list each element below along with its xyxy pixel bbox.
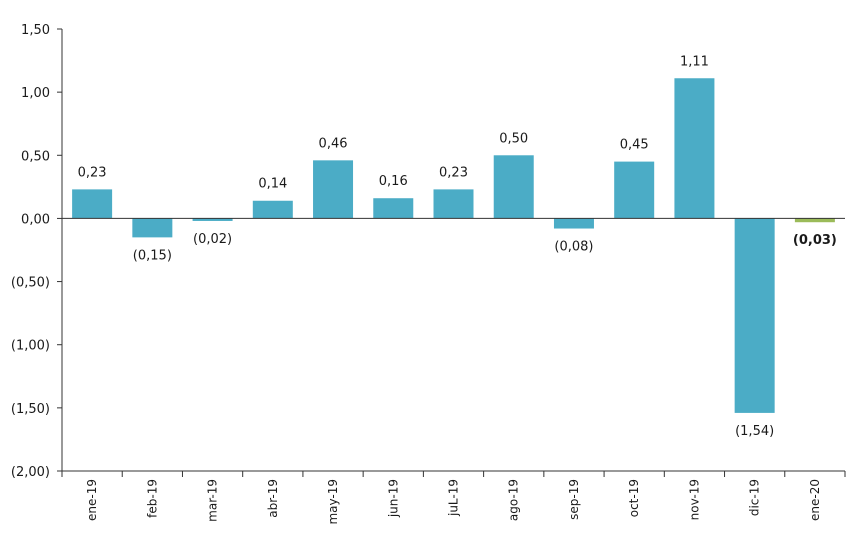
data-label: (0,03)	[793, 233, 837, 248]
data-label: 0,50	[499, 131, 528, 146]
x-axis: ene-19 feb-19 mar-19 abr-19 may-19 jun-19 juL-…	[61, 217, 846, 525]
y-tick-label: (1,50)	[11, 402, 50, 417]
y-tick-label: (1,00)	[11, 339, 50, 354]
y-tick-label: (0,50)	[11, 276, 50, 291]
x-tick-label: jun-19	[386, 479, 400, 518]
bar-ene-20	[794, 218, 835, 223]
bar-jul-19	[433, 189, 474, 219]
y-tick-label: (2,00)	[11, 465, 50, 480]
bar-abr-19	[252, 200, 293, 219]
x-tick-label: mar-19	[206, 479, 220, 522]
y-axis: 1,50 1,00 0,50 0,00 (0,50) (1,00) (1,50) (2,00)	[11, 23, 63, 480]
bar-dic-19	[734, 218, 775, 413]
data-labels: 0,23 (0,15) (0,02) 0,14 0,46 0,16 0,23 0,50 (0,0…	[78, 54, 837, 439]
bar-may-19	[313, 160, 354, 219]
bar-ago-19	[493, 155, 534, 219]
bar-feb-19	[132, 218, 173, 238]
x-tick-label: ene-19	[85, 479, 99, 521]
bar-sep-19	[553, 218, 594, 229]
data-label: 0,46	[319, 136, 348, 151]
data-label: 1,11	[680, 54, 709, 69]
y-tick-label: 0,50	[21, 149, 50, 164]
data-label: 0,14	[258, 177, 287, 192]
bar-oct-19	[614, 161, 655, 219]
x-tick-label: abr-19	[266, 479, 280, 518]
bar-nov-19	[674, 78, 715, 219]
data-label: (0,08)	[554, 240, 593, 255]
x-tick-label: feb-19	[145, 479, 159, 518]
x-tick-label: nov-19	[687, 479, 701, 520]
x-tick-label: sep-19	[567, 479, 581, 520]
bars	[72, 78, 835, 413]
bar-mar-19	[192, 218, 233, 221]
x-tick-label: ene-20	[808, 479, 822, 521]
bar-ene-19	[72, 189, 113, 219]
x-tick-label: may-19	[326, 479, 340, 525]
data-label: 0,23	[78, 165, 107, 180]
data-label: (0,15)	[133, 248, 172, 263]
y-tick-label: 1,50	[21, 23, 50, 38]
x-tick-label: juL-19	[447, 479, 461, 517]
data-label: (0,02)	[193, 232, 232, 247]
data-label: (1,54)	[735, 424, 774, 439]
data-label: 0,45	[620, 138, 649, 153]
y-tick-label: 1,00	[21, 86, 50, 101]
data-label: 0,23	[439, 165, 468, 180]
data-label: 0,16	[379, 174, 408, 189]
y-tick-label: 0,00	[21, 212, 50, 227]
x-tick-label: oct-19	[627, 479, 641, 517]
bar-jun-19	[373, 198, 414, 219]
x-tick-label: dic-19	[748, 479, 762, 516]
x-tick-label: ago-19	[507, 479, 521, 521]
